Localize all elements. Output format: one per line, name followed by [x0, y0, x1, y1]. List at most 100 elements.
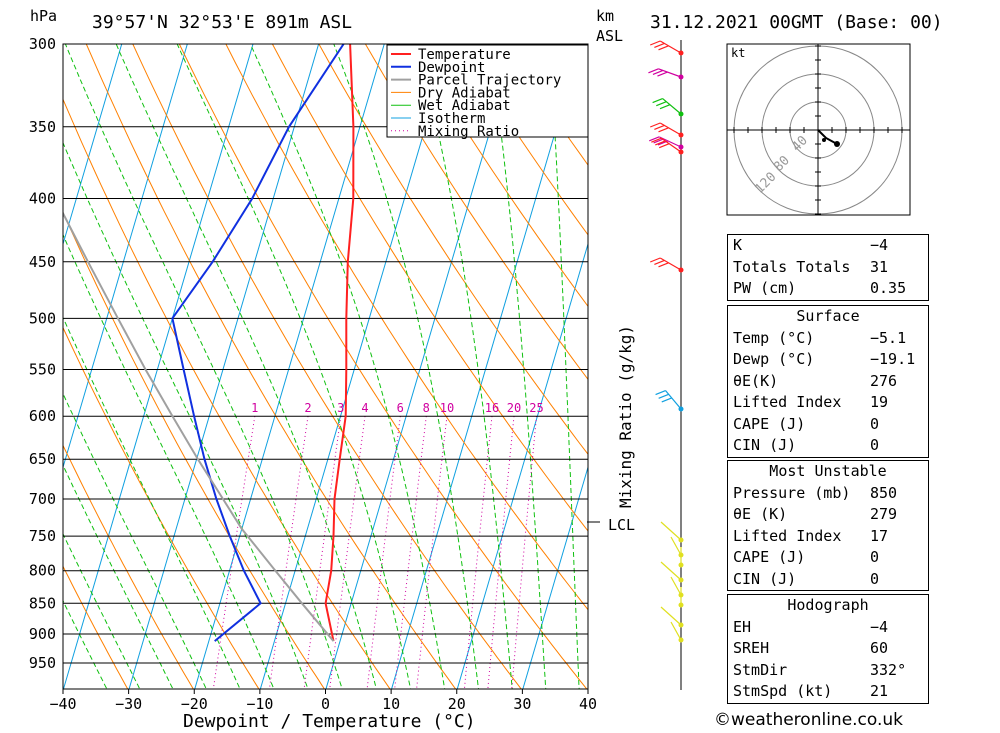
mixing-ratio-line: [329, 416, 366, 689]
mixing-ratio-label: 4: [361, 401, 368, 415]
mixing-ratio-line: [511, 416, 537, 689]
profile-lines: [63, 44, 355, 642]
wind-barb: [658, 68, 682, 78]
index-value: 31: [870, 257, 889, 276]
copyright-footer[interactable]: ©weatheronline.co.uk: [714, 710, 904, 730]
wind-barb-feather: [649, 122, 661, 128]
mixing-ratio-line: [366, 416, 401, 689]
isotherm-line: [128, 44, 320, 689]
datetime-title: 31.12.2021 00GMT (Base: 00): [650, 12, 943, 33]
x-tick-label: −10: [246, 695, 273, 713]
mixing-ratio-label: 25: [529, 401, 543, 415]
pressure-tick-label: 950: [29, 654, 56, 672]
wet-adiabat-line: [176, 44, 412, 689]
pressure-tick-label: 550: [29, 361, 56, 379]
most-unstable-value: 0: [870, 569, 880, 588]
surface-row: CIN (J) 0: [728, 435, 928, 457]
pressure-tick-label: 900: [29, 625, 56, 643]
pressure-unit-label: hPa: [30, 7, 57, 25]
pressure-tick-label: 300: [29, 35, 56, 53]
x-tick-label: −40: [49, 695, 76, 713]
most-unstable-label: Lifted Index: [733, 526, 842, 545]
mixing-ratio-lines: [212, 416, 537, 689]
wind-barb-feather: [648, 68, 659, 74]
isotherm-line: [0, 0, 19, 717]
wind-barb-feather: [658, 127, 669, 133]
surface-label: θE(K): [733, 371, 779, 390]
pressure-tick-label: 500: [29, 309, 56, 327]
pressure-tick-label: 450: [29, 253, 56, 271]
wind-barb: [660, 561, 682, 581]
hodograph-stat-row: StmDir 332°: [728, 660, 928, 682]
asl-unit-label: ASL: [596, 27, 623, 45]
isotherm-line: [456, 242, 588, 689]
mixing-ratio-label: 6: [397, 401, 404, 415]
isotherm-line: [194, 44, 385, 689]
wind-barb-feather: [655, 140, 666, 146]
wet-adiabat-line: [63, 599, 108, 689]
x-tick-label: −30: [115, 695, 142, 713]
wind-barb-feather: [649, 136, 660, 142]
pressure-tick-label: 800: [29, 562, 56, 580]
hodograph-trace: [817, 129, 838, 145]
most-unstable-label: Pressure (mb): [733, 483, 851, 502]
lcl-label: LCL: [608, 516, 635, 534]
dry-adiabat-line: [411, 44, 588, 308]
wind-barb-feather: [655, 390, 666, 396]
isotherm-line: [522, 465, 588, 689]
wind-barb-feather: [651, 137, 662, 143]
isotherm-line: [63, 44, 123, 246]
legend-entry: Mixing Ratio: [418, 124, 519, 140]
surface-row: Temp (°C) −5.1: [728, 328, 928, 350]
surface-value: −5.1: [870, 328, 907, 347]
hodograph-stat-label: SREH: [733, 639, 770, 657]
pressure-tick-label: 350: [29, 118, 56, 136]
hodograph-stat-label: StmDir: [733, 660, 788, 679]
index-label: Totals Totals: [733, 257, 851, 276]
hodograph-title: Hodograph: [787, 596, 869, 614]
wind-barb: [659, 257, 682, 271]
hodograph-unit: kt: [731, 46, 745, 60]
wet-adiabat-line: [63, 141, 309, 689]
x-tick-label: 10: [382, 695, 400, 713]
isotherm-line: [63, 44, 188, 470]
legend-entry: Isotherm: [418, 111, 485, 127]
wind-barb-feather: [649, 40, 661, 46]
surface-row: Lifted Index 19: [728, 392, 928, 414]
wind-barb-feather: [649, 257, 661, 263]
hodograph-stat-row: SREH 60: [728, 638, 928, 660]
legend-entry: Parcel Trajectory: [418, 73, 561, 89]
wind-barb-feather: [654, 42, 665, 48]
surface-label: CIN (J): [733, 436, 797, 454]
wind-barb-feather: [652, 69, 664, 75]
hodograph-stat-label: EH: [733, 617, 752, 636]
pressure-tick-labels: 300 350 400 450 500 550 600 650 700 750 800 850 900 9…: [29, 35, 56, 672]
pressure-tick-label: 400: [29, 189, 56, 207]
most-unstable-row: θE (K) 279: [728, 504, 928, 526]
hodograph-stat-label: StmSpd (kt): [733, 682, 833, 700]
wind-barb: [665, 390, 682, 410]
mixing-ratio-label: 3: [337, 401, 344, 415]
wet-adiabat-line: [63, 532, 141, 689]
dry-adiabat-line: [318, 44, 588, 456]
surface-label: CAPE (J): [733, 414, 806, 433]
pressure-tick-label: 750: [29, 527, 56, 545]
pressure-tick-label: 700: [29, 490, 56, 508]
surface-value: 19: [870, 393, 889, 411]
x-tick-label: 40: [579, 695, 597, 713]
index-label: K: [733, 236, 743, 254]
x-tick-label: 30: [513, 695, 531, 713]
mixing-ratio-label: 16: [485, 401, 499, 415]
hodograph-stat-row: EH −4: [728, 617, 928, 639]
wet-adiabat-line: [63, 392, 207, 689]
mixing-ratio-line: [303, 416, 342, 689]
wind-barb-feather: [654, 124, 665, 130]
wind-barb: [670, 576, 682, 596]
surface-label: Temp (°C): [733, 328, 815, 347]
mixing-ratio-label: 8: [423, 401, 430, 415]
pressure-tick-label: 650: [29, 450, 56, 468]
pressure-tick-label: 850: [29, 594, 56, 612]
index-row: PW (cm) 0.35: [728, 278, 928, 300]
temperature-tick-labels: −40 −30 −20 −10 0 10 20 30 40: [49, 689, 597, 713]
wet-adiabat-line: [249, 44, 446, 689]
